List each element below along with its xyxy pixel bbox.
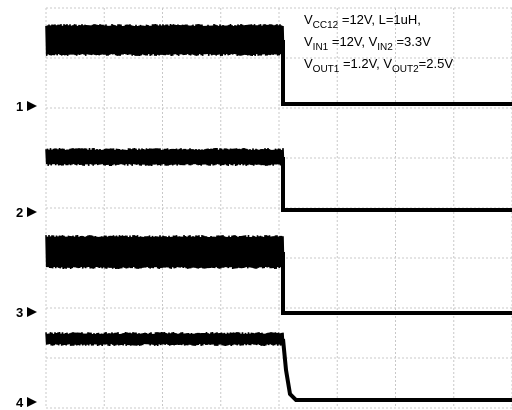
band-core xyxy=(46,151,283,163)
waveforms xyxy=(45,23,512,402)
band-core xyxy=(46,27,283,53)
channel-label: 2 xyxy=(16,205,23,220)
subscript: CC12 xyxy=(313,20,339,31)
annotation-line: VIN1 =12V, VIN2 =3.3V xyxy=(304,34,431,53)
trace xyxy=(281,338,512,402)
annotation-line: VCC12 =12V, L=1uH, xyxy=(304,12,421,31)
channel-arrow xyxy=(27,207,37,217)
band-core xyxy=(46,335,283,343)
subscript: IN2 xyxy=(377,42,393,53)
channel-markers: 1 2 3 4 xyxy=(16,99,37,410)
annotation-text: =1.2V, V xyxy=(339,56,392,71)
annotation-text: =3.3V xyxy=(393,34,431,49)
channel-arrow xyxy=(27,307,37,317)
trace xyxy=(281,40,512,106)
annotation-text: =2.5V xyxy=(419,56,454,71)
channel-label: 4 xyxy=(16,395,24,410)
annotation-text: =12V, V xyxy=(328,34,377,49)
trace xyxy=(281,252,512,315)
annotation-line: VOUT1 =1.2V, VOUT2=2.5V xyxy=(304,56,453,75)
subscript: OUT2 xyxy=(392,64,419,75)
annotation: VCC12 =12V, L=1uH,VIN1 =12V, VIN2 =3.3VV… xyxy=(304,12,453,75)
trace xyxy=(281,157,512,212)
band-core xyxy=(46,238,283,266)
annotation-text: =12V, L=1uH, xyxy=(338,12,421,27)
channel-arrow xyxy=(27,101,37,111)
subscript: IN1 xyxy=(313,42,329,53)
channel-arrow xyxy=(27,397,37,407)
channel-label: 3 xyxy=(16,305,23,320)
annotation-text: V xyxy=(304,12,313,27)
channel-label: 1 xyxy=(16,99,23,114)
annotation-text: V xyxy=(304,56,313,71)
annotation-text: V xyxy=(304,34,313,49)
subscript: OUT1 xyxy=(313,64,340,75)
